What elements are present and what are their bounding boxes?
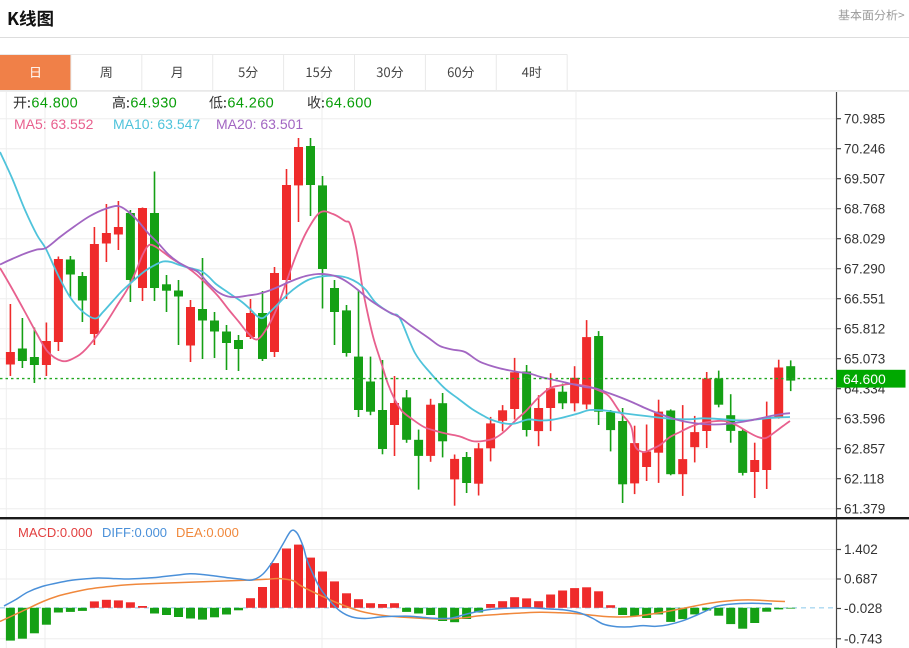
svg-text:65.073: 65.073 — [844, 351, 885, 366]
svg-text:DIFF:0.000: DIFF:0.000 — [102, 525, 167, 540]
svg-text:-0.028: -0.028 — [844, 601, 882, 616]
svg-text:70.985: 70.985 — [844, 111, 885, 126]
svg-text:64.260: 64.260 — [227, 96, 274, 112]
svg-text:0.687: 0.687 — [844, 572, 878, 587]
svg-text:MA5: 63.552: MA5: 63.552 — [14, 116, 94, 132]
svg-text:66.551: 66.551 — [844, 291, 885, 306]
svg-text:62.857: 62.857 — [844, 441, 885, 456]
svg-text:62.118: 62.118 — [844, 471, 884, 486]
svg-text:MA20: 63.501: MA20: 63.501 — [216, 116, 303, 132]
svg-text:MA10: 63.547: MA10: 63.547 — [113, 116, 200, 132]
svg-text:67.290: 67.290 — [844, 261, 885, 276]
svg-text:70.246: 70.246 — [844, 141, 885, 156]
svg-text:1.402: 1.402 — [844, 542, 878, 557]
svg-text:-0.743: -0.743 — [844, 632, 882, 647]
svg-text:MACD:0.000: MACD:0.000 — [18, 525, 92, 540]
svg-text:64.930: 64.930 — [130, 96, 177, 112]
svg-text:61.379: 61.379 — [844, 501, 885, 516]
svg-text:64.600: 64.600 — [843, 371, 886, 387]
svg-text:63.596: 63.596 — [844, 411, 885, 426]
svg-text:65.812: 65.812 — [844, 321, 885, 336]
svg-text:69.507: 69.507 — [844, 171, 885, 186]
svg-text:64.600: 64.600 — [325, 96, 372, 112]
svg-text:68.029: 68.029 — [844, 231, 885, 246]
svg-text:DEA:0.000: DEA:0.000 — [176, 525, 239, 540]
svg-text:64.800: 64.800 — [31, 96, 78, 112]
svg-text:68.768: 68.768 — [844, 201, 885, 216]
